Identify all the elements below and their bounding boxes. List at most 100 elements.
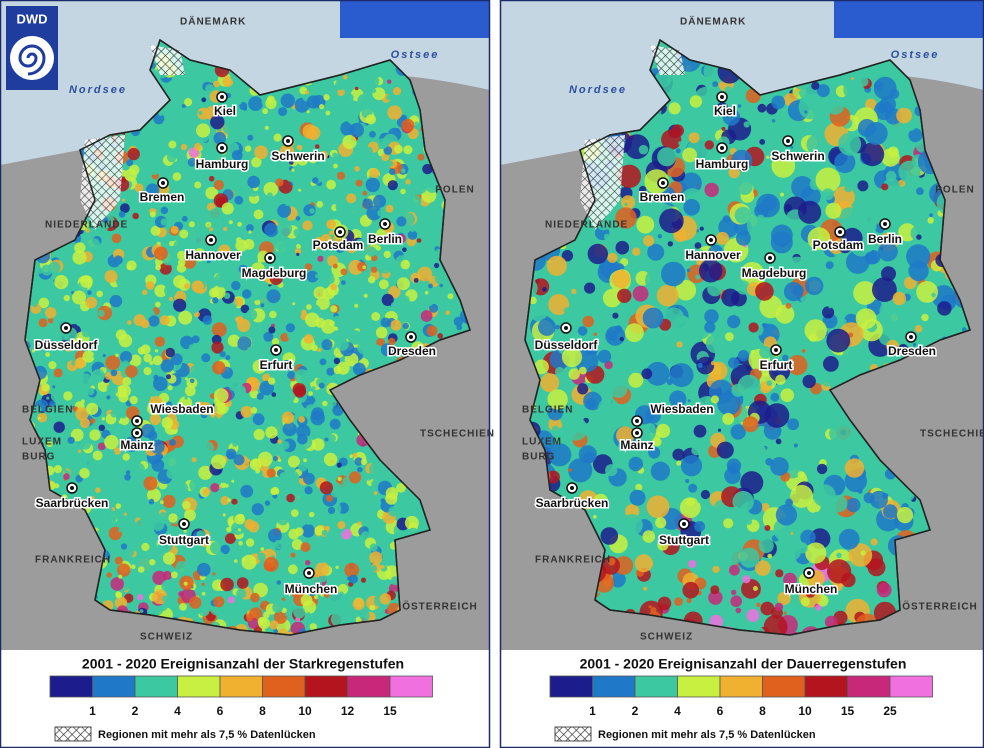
precip-cell: [755, 282, 774, 301]
precip-cell: [53, 465, 63, 474]
precip-cell: [129, 395, 138, 405]
precip-cell: [648, 605, 652, 609]
precip-cell: [183, 529, 187, 533]
precip-cell: [90, 467, 105, 482]
precip-cell: [700, 489, 710, 500]
precip-cell: [213, 388, 229, 403]
precip-cell: [321, 80, 334, 93]
precip-cell: [178, 396, 193, 411]
precip-cell: [937, 301, 952, 316]
precip-cell: [162, 552, 176, 565]
precip-cell: [787, 355, 808, 376]
precip-cell: [266, 468, 276, 478]
precip-cell: [286, 493, 295, 503]
hatch-swatch: [554, 726, 592, 742]
precip-cell: [210, 114, 225, 130]
precip-cell: [188, 344, 197, 353]
precip-cell: [196, 123, 211, 138]
precip-cell: [163, 305, 168, 310]
precip-cell: [726, 341, 730, 345]
precip-cell: [276, 480, 288, 493]
precip-cell: [316, 296, 330, 310]
precip-cell: [456, 324, 463, 331]
city-label: Bremen: [140, 190, 185, 204]
precip-cell: [194, 181, 202, 189]
precip-cell: [347, 549, 355, 557]
precip-cell: [269, 310, 277, 319]
precip-cell: [237, 336, 252, 351]
precip-cell: [740, 471, 764, 495]
precip-cell: [122, 198, 126, 202]
legend-swatch: [389, 675, 433, 698]
precip-cell: [306, 110, 310, 114]
precip-cell: [684, 105, 687, 109]
precip-cell: [381, 185, 388, 192]
precip-cell: [588, 345, 598, 355]
precip-cell: [91, 496, 95, 500]
city-label: Stuttgart: [159, 533, 209, 547]
precip-cell: [250, 592, 260, 603]
precip-cell: [708, 244, 724, 260]
precip-cell: [635, 483, 643, 491]
precip-cell: [131, 564, 136, 569]
precip-cell: [145, 183, 160, 198]
precip-cell: [174, 481, 189, 496]
precip-cell: [225, 615, 238, 628]
precip-cell: [140, 319, 150, 329]
precip-cell: [771, 154, 796, 178]
precip-cell: [335, 78, 347, 91]
precip-cell: [287, 455, 300, 468]
precip-cell: [198, 402, 212, 416]
precip-cell: [782, 354, 789, 362]
precip-cell: [434, 262, 440, 269]
precip-cell: [159, 262, 172, 275]
legend-swatch: [889, 675, 933, 698]
precip-cell: [246, 459, 250, 463]
precip-cell: [555, 324, 560, 330]
precip-cell: [97, 309, 105, 317]
precip-cell: [739, 547, 760, 568]
precip-cell: [330, 283, 337, 291]
precip-cell: [407, 230, 418, 240]
city-label: Berlin: [868, 232, 902, 246]
precip-cell: [428, 225, 439, 236]
precip-cell: [430, 259, 435, 264]
precip-cell: [109, 464, 113, 468]
precip-cell: [764, 403, 790, 428]
precip-cell: [268, 377, 276, 385]
precip-cell: [48, 361, 57, 370]
precip-cell: [379, 261, 391, 274]
precip-cell: [783, 572, 797, 587]
precip-cell: [682, 147, 697, 163]
precip-cell: [126, 264, 132, 270]
precip-cell: [123, 533, 132, 542]
legend-label: 15: [383, 704, 397, 718]
precip-cell: [311, 438, 325, 451]
precip-cell: [222, 76, 234, 87]
legend-swatch: [634, 675, 678, 698]
precip-cell: [276, 599, 285, 608]
precip-cell: [612, 269, 631, 289]
precip-cell: [271, 392, 277, 397]
precip-cell: [396, 233, 406, 244]
precip-cell: [48, 415, 53, 420]
precip-cell: [386, 94, 392, 101]
precip-cell: [138, 508, 145, 515]
precip-cell: [92, 450, 103, 461]
precip-cell: [308, 153, 318, 164]
precip-cell: [560, 418, 567, 424]
precip-cell: [336, 203, 347, 214]
precip-cell: [694, 242, 702, 250]
precip-cell: [227, 498, 231, 503]
precip-cell: [869, 490, 888, 509]
precip-cell: [807, 227, 831, 251]
precip-cell: [234, 559, 238, 563]
precip-cell: [85, 228, 90, 233]
precip-cell: [104, 250, 112, 258]
precip-cell: [362, 283, 374, 295]
precip-cell: [154, 246, 168, 261]
precip-cell: [201, 97, 207, 103]
legend-swatch: [549, 675, 593, 698]
precip-cell: [277, 513, 289, 526]
precip-cell: [804, 319, 827, 342]
